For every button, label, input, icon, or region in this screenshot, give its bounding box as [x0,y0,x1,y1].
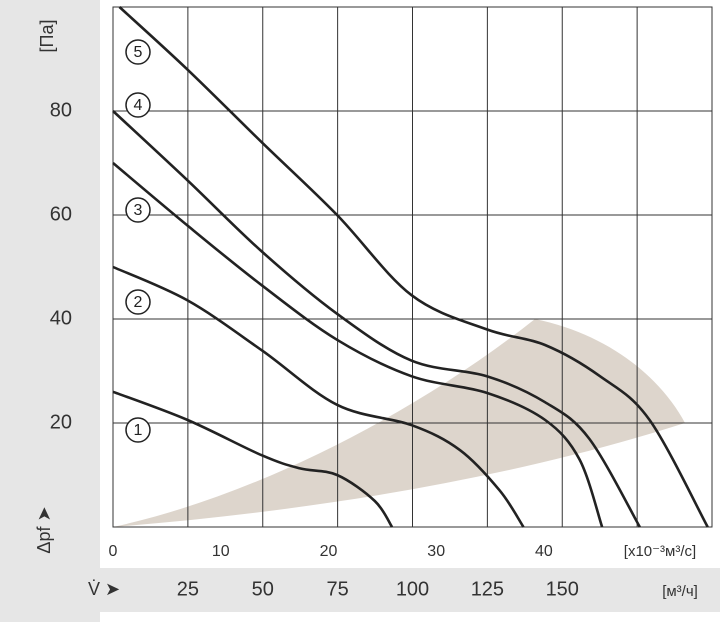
x2-tick-label: 25 [177,578,199,600]
y-tick-label: 60 [50,203,72,225]
x2-tick-label: 75 [327,578,349,600]
y-tick-label: 40 [50,307,72,329]
curve-label: 2 [134,294,143,311]
x2-tick-label: 100 [396,578,429,600]
x-label: [x10⁻³м³/с] [624,543,696,560]
x2-tick-label: 150 [546,578,579,600]
curve-label: 4 [134,97,143,114]
curve-label: 1 [134,422,143,439]
left-band [0,0,100,622]
x2-symbol: V̇ ➤ [88,579,120,599]
x2-tick-label: 50 [252,578,274,600]
x-tick-label: 30 [427,543,445,560]
y-tick-label: 20 [50,411,72,433]
y-tick-label: 80 [50,99,72,121]
y-label: Δpf ➤ [34,506,54,553]
curve-label: 5 [134,44,143,61]
x-tick-label: 10 [212,543,230,560]
curve [112,162,604,528]
curve-badge [125,417,151,443]
x2-label: [м³/ч] [662,583,698,600]
curve-badge [125,39,151,65]
curve [112,265,525,528]
x2-tick-label: 125 [471,578,504,600]
curve [118,6,709,528]
curve [112,390,394,528]
curve-badge [125,289,151,315]
x-tick-label: 20 [320,543,338,560]
x-tick-label: 0 [109,543,118,560]
curve [112,110,641,528]
y-unit: [Па] [37,20,57,53]
curve-badge [125,92,151,118]
x-tick-label: 40 [535,543,553,560]
curve-badge [125,197,151,223]
curve-label: 3 [134,202,143,219]
bottom-band [0,568,720,612]
